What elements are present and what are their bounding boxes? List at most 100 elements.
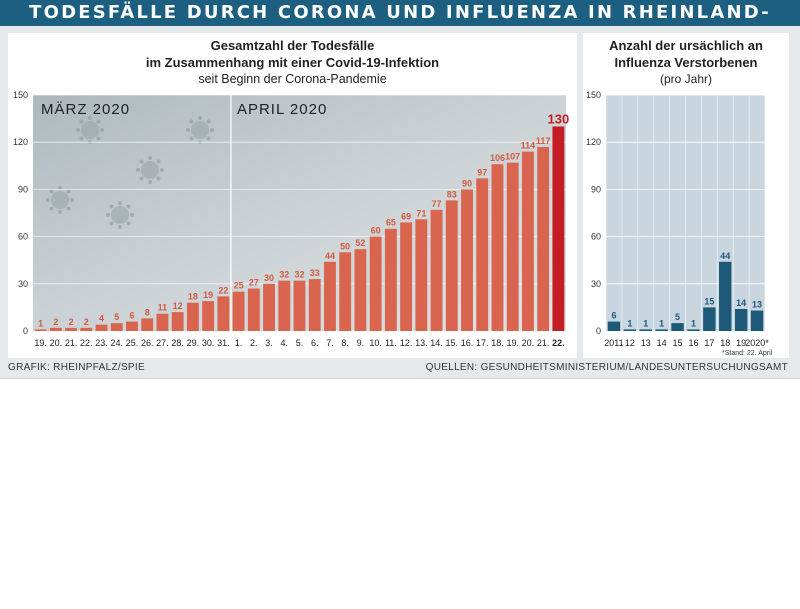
covid-data-label: 71 <box>416 208 426 218</box>
influenza-y-tick-label: 30 <box>591 279 601 289</box>
virus-spike <box>118 201 122 205</box>
covid-data-label: 2 <box>69 317 74 327</box>
influenza-x-tick-label: 15 <box>673 338 683 348</box>
covid-data-label: 69 <box>401 211 411 221</box>
influenza-bar <box>719 261 732 331</box>
covid-bar <box>186 302 199 331</box>
influenza-data-label: 44 <box>720 251 730 261</box>
covid-bar <box>156 313 169 331</box>
covid-bar <box>400 222 413 331</box>
covid-bar <box>110 323 123 331</box>
covid-data-label: 25 <box>234 281 244 291</box>
covid-data-label: 32 <box>294 270 304 280</box>
virus-spike <box>198 116 202 120</box>
covid-data-label: 4 <box>99 314 104 324</box>
covid-x-tick-label: 23. <box>95 338 108 348</box>
covid-data-label: 83 <box>447 189 457 199</box>
virus-spike <box>156 159 161 164</box>
covid-data-label: 90 <box>462 178 472 188</box>
covid-x-tick-label: 16. <box>461 338 474 348</box>
covid-data-label: 106 <box>490 153 505 163</box>
covid-bar <box>506 162 519 331</box>
month-label-march: MÄRZ 2020 <box>41 101 130 118</box>
covid-data-label: 130 <box>548 111 570 126</box>
influenza-x-tick-label: 16 <box>688 338 698 348</box>
influenza-x-tick-label: 2011 <box>604 338 623 348</box>
influenza-x-tick-label: 13 <box>641 338 651 348</box>
influenza-y-tick-label: 120 <box>586 137 601 147</box>
covid-bar <box>552 126 565 331</box>
influenza-chart-title-line1: Anzahl der ursächlich an <box>609 38 763 53</box>
covid-x-tick-label: 4. <box>281 338 289 348</box>
covid-data-label: 97 <box>477 167 487 177</box>
covid-x-tick-label: 3. <box>265 338 273 348</box>
influenza-data-label: 6 <box>611 311 616 321</box>
covid-y-tick-label: 0 <box>23 326 28 336</box>
covid-bar <box>491 164 504 331</box>
virus-particle-icon <box>81 121 99 139</box>
covid-data-label: 18 <box>188 292 198 302</box>
covid-chart-title-line1: Gesamtzahl der Todesfälle <box>210 38 375 53</box>
influenza-chart-subtitle: (pro Jahr) <box>659 72 712 86</box>
covid-bar <box>521 151 534 331</box>
covid-x-tick-label: 30. <box>202 338 215 348</box>
covid-bar <box>95 324 108 331</box>
covid-x-tick-label: 31. <box>217 338 230 348</box>
covid-bar <box>80 327 93 331</box>
covid-x-tick-label: 9. <box>357 338 365 348</box>
covid-bar <box>217 296 230 331</box>
covid-x-tick-label: 12. <box>400 338 413 348</box>
covid-x-tick-label: 25. <box>126 338 139 348</box>
covid-bar <box>247 288 260 331</box>
influenza-bar <box>734 308 748 331</box>
virus-spike <box>186 128 190 132</box>
virus-spike <box>130 213 134 217</box>
covid-y-tick-label: 90 <box>18 184 28 194</box>
covid-x-tick-label: 24. <box>110 338 123 348</box>
covid-data-label: 65 <box>386 218 396 228</box>
virus-spike <box>96 136 101 141</box>
covid-bar <box>263 283 275 331</box>
covid-bar <box>308 279 321 331</box>
covid-chart-title-line2: im Zusammenhang mit einer Covid-19-Infek… <box>145 55 440 70</box>
virus-spike <box>189 119 194 124</box>
covid-bar <box>278 280 291 331</box>
covid-x-tick-label: 28. <box>171 338 184 348</box>
covid-data-label: 8 <box>145 307 150 317</box>
virus-particle-icon <box>141 161 159 179</box>
virus-spike <box>118 225 122 229</box>
covid-bar <box>49 327 62 331</box>
influenza-x-tick-label: 18 <box>720 338 730 348</box>
influenza-x-tick-label: 2020* <box>745 338 769 348</box>
covid-bar <box>34 329 47 331</box>
covid-x-tick-label: 2. <box>250 338 258 348</box>
virus-spike <box>148 156 152 160</box>
covid-data-label: 32 <box>279 270 289 280</box>
virus-spike <box>100 128 104 132</box>
virus-spike <box>206 136 211 141</box>
virus-spike <box>79 136 84 141</box>
covid-bar <box>354 249 367 331</box>
covid-bar <box>430 209 443 331</box>
virus-spike <box>126 204 131 209</box>
virus-spike <box>139 159 144 164</box>
covid-x-tick-label: 8. <box>341 338 349 348</box>
covid-x-tick-label: 17. <box>476 338 489 348</box>
virus-spike <box>49 189 54 194</box>
virus-spike <box>66 206 71 211</box>
influenza-bar <box>687 329 700 331</box>
divider <box>0 378 800 379</box>
covid-x-tick-label: 11. <box>385 338 397 348</box>
covid-data-label: 1 <box>38 318 43 328</box>
influenza-y-tick-label: 150 <box>586 90 601 100</box>
covid-bar <box>141 318 154 331</box>
covid-data-label: 2 <box>53 317 58 327</box>
influenza-data-label: 5 <box>675 312 680 322</box>
virus-spike <box>148 180 152 184</box>
influenza-y-tick-label: 90 <box>591 184 601 194</box>
influenza-data-label: 1 <box>643 318 648 328</box>
covid-x-tick-label: 18. <box>491 338 504 348</box>
virus-spike <box>156 176 161 181</box>
influenza-data-label: 1 <box>627 318 632 328</box>
